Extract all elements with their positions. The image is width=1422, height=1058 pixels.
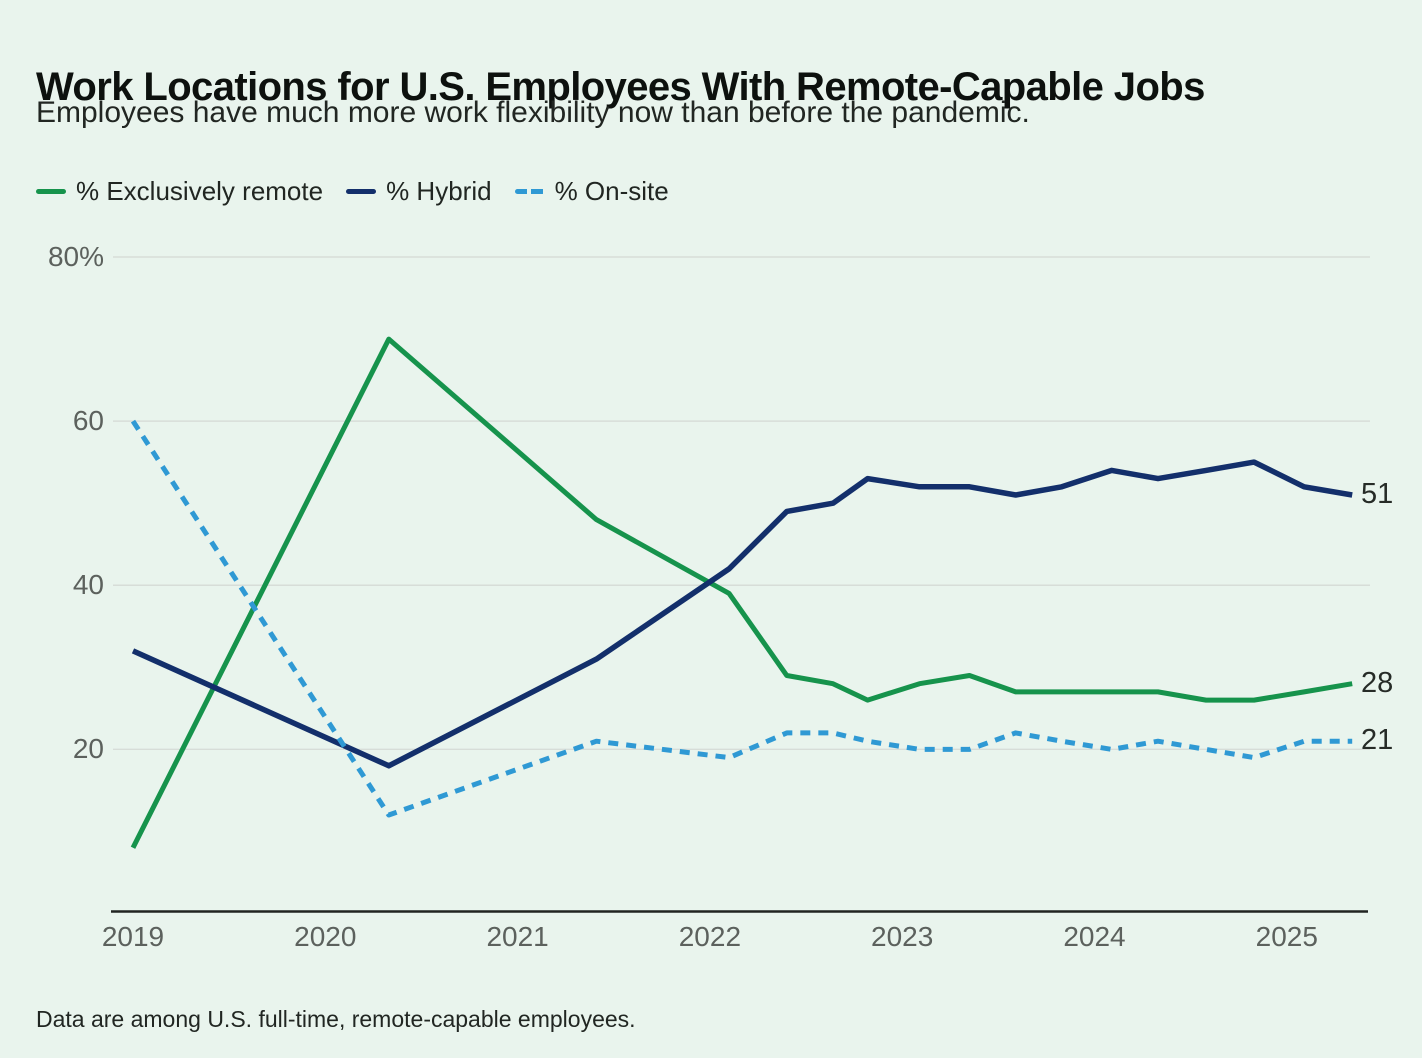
legend-label-hybrid: % Hybrid — [386, 176, 492, 206]
y-axis-label-60: 60 — [72, 405, 104, 437]
legend-item-hybrid: % Hybrid — [346, 176, 492, 207]
legend-label-on-site: % On-site — [554, 176, 669, 206]
on-site-line-swatch-icon — [514, 188, 545, 195]
legend-label-exclusively-remote: % Exclusively remote — [76, 176, 324, 206]
hybrid-line-swatch-icon — [346, 188, 377, 195]
x-axis-label-2020: 2020 — [294, 921, 357, 952]
x-axis-label-2024: 2024 — [1063, 921, 1126, 952]
end-label-on-site: 21 — [1361, 724, 1394, 757]
legend: % Exclusively remote % Hybrid % On-site — [36, 176, 669, 207]
x-axis-label-2023: 2023 — [871, 921, 934, 952]
remote-line-swatch-icon — [36, 188, 66, 195]
series-line-hybrid — [131, 459, 1353, 769]
end-label-hybrid: 51 — [1361, 477, 1394, 510]
x-axis-label-2025: 2025 — [1255, 921, 1318, 952]
x-axis-label-2019: 2019 — [101, 921, 165, 952]
y-axis-label-80: 80% — [47, 241, 104, 272]
end-label-exclusively-remote: 28 — [1361, 666, 1394, 699]
page-title: Work Locations for U.S. Employees With R… — [36, 64, 1205, 109]
page-subtitle: Employees have much more work flexibilit… — [36, 96, 1030, 129]
x-axis-label-2022: 2022 — [678, 921, 742, 952]
footnote: Data are among U.S. full-time, remote-ca… — [36, 1006, 636, 1032]
x-axis-label-2021: 2021 — [486, 921, 549, 952]
series-line-on-site — [130, 419, 1353, 818]
y-axis-label-20: 20 — [72, 733, 104, 765]
legend-item-on-site: % On-site — [514, 176, 669, 207]
legend-item-exclusively-remote: % Exclusively remote — [36, 176, 323, 207]
series-line-exclusively-remote — [130, 336, 1353, 849]
y-axis-label-40: 40 — [72, 569, 104, 601]
